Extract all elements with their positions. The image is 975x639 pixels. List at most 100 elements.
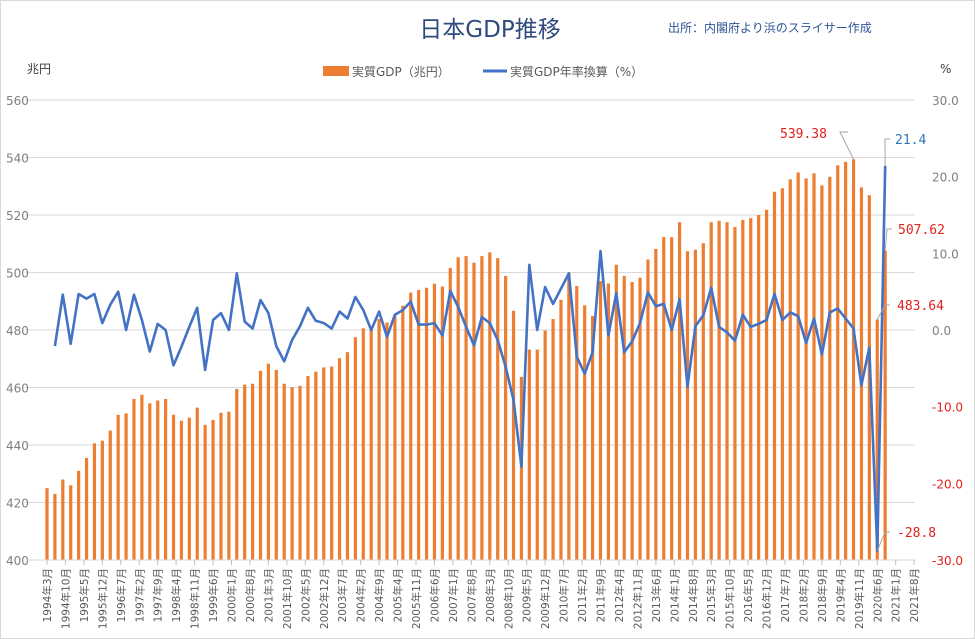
gdp-bar — [590, 315, 595, 560]
gdp-bar — [796, 172, 800, 560]
gdp-bar — [709, 222, 713, 560]
gdp-bar — [61, 479, 65, 560]
gdp-bar — [140, 394, 144, 560]
gdp-bar — [266, 363, 270, 560]
data-label-leader — [876, 531, 890, 551]
gdp-bar — [353, 337, 357, 560]
gdp-bar — [685, 251, 690, 560]
x-tick-label: 1995年12月 — [96, 568, 109, 629]
x-tick-label: 2000年1月 — [226, 568, 239, 622]
gdp-bar — [393, 315, 397, 560]
gdp-bar — [820, 185, 824, 560]
gdp-bar — [543, 330, 547, 560]
x-tick-label: 1996年7月 — [115, 568, 128, 622]
left-tick-label: 500 — [6, 267, 29, 281]
data-label-leader — [839, 131, 854, 160]
gdp-bar — [337, 358, 342, 560]
gdp-bar — [551, 319, 555, 560]
gdp-bar — [567, 272, 571, 560]
x-tick-label: 2021年8月 — [908, 568, 921, 622]
gdp-bar — [424, 287, 429, 560]
gdp-bar — [250, 383, 255, 560]
gdp-bar — [156, 400, 160, 560]
gdp-bar — [53, 493, 57, 560]
gdp-bar — [464, 256, 468, 560]
right-tick-label: 10.0 — [932, 247, 959, 261]
gdp-bar — [77, 470, 81, 560]
x-tick-label: 2017年7月 — [779, 568, 792, 622]
gdp-bar — [496, 258, 500, 560]
data-label: 483.64 — [897, 299, 944, 314]
gdp-bar — [401, 305, 405, 560]
gdp-bar — [859, 187, 864, 560]
x-tick-label: 1997年9月 — [152, 568, 165, 622]
gdp-bar — [511, 310, 516, 560]
x-tick-label: 1994年10月 — [59, 568, 72, 629]
x-tick-label: 2016年5月 — [742, 568, 755, 622]
gdp-bar — [622, 275, 626, 560]
x-axis: 1994年3月 1994年10月 1995年5月 1995年12月 1996年7月 199… — [25, 559, 921, 629]
left-tick-label: 460 — [6, 382, 29, 396]
left-tick-label: 560 — [6, 94, 29, 108]
gdp-bar — [409, 292, 413, 560]
x-tick-label: 2007年8月 — [465, 568, 478, 622]
left-axis-unit: 兆円 — [27, 62, 51, 76]
gdp-bar — [84, 457, 89, 560]
gdp-bar — [559, 299, 563, 560]
data-label-leader — [884, 228, 892, 251]
x-tick-label: 2020年6月 — [871, 568, 884, 622]
gdp-bar — [385, 322, 389, 560]
gdp-bar — [527, 349, 531, 560]
right-axis: 30.0 20.0 10.0 0.0 -10.0 -20.0 -30.0 — [932, 94, 963, 568]
x-tick-label: 2018年9月 — [816, 568, 829, 622]
gdp-bar — [472, 262, 476, 560]
x-tick-label: 2012年4月 — [613, 568, 626, 622]
gdp-bar — [69, 485, 73, 560]
gdp-bar — [733, 227, 737, 560]
gdp-bar — [812, 173, 816, 560]
gdp-bar — [480, 256, 484, 560]
gdp-bar — [219, 412, 223, 560]
source-note: 出所：内閣府より浜のスライサー作成 — [668, 20, 872, 35]
gdp-bar — [361, 328, 365, 560]
right-tick-label: -30.0 — [932, 554, 963, 568]
gdp-bar — [504, 275, 508, 560]
gdp-bar — [345, 352, 350, 560]
x-tick-label: 2005年11月 — [410, 568, 423, 629]
gdp-bars — [45, 159, 887, 561]
gdp-bar — [780, 188, 784, 560]
gdp-bar — [693, 249, 697, 560]
x-tick-label: 1998年11月 — [189, 568, 202, 629]
x-tick-label: 2001年3月 — [262, 568, 275, 622]
data-label: 539.38 — [780, 127, 827, 142]
gdp-bar — [124, 413, 128, 560]
gdp-bar — [772, 191, 777, 560]
left-tick-label: 400 — [6, 554, 29, 568]
gdp-bar — [179, 420, 184, 560]
gdp-bar — [844, 161, 848, 560]
x-tick-label: 2021年1月 — [890, 568, 903, 622]
x-tick-label: 2002年5月 — [299, 568, 312, 622]
x-tick-label: 2009年12月 — [539, 568, 552, 629]
gdp-bar — [519, 376, 524, 560]
gdp-bar — [662, 237, 666, 560]
x-tick-label: 2011年2月 — [576, 568, 589, 622]
gdp-bar — [322, 367, 326, 560]
gdp-bar — [836, 165, 840, 560]
data-label: -28.8 — [897, 526, 936, 541]
data-label: 21.4 — [895, 133, 926, 148]
gdp-bar — [314, 371, 318, 560]
right-axis-unit: % — [940, 62, 951, 76]
gdp-bar — [717, 220, 721, 560]
x-tick-label: 2008年3月 — [484, 568, 497, 622]
gdp-bar — [883, 250, 887, 560]
gdp-bar — [306, 376, 310, 560]
legend: 実質GDP（兆円） 実質GDP年率換算（%） — [323, 64, 643, 79]
left-tick-label: 480 — [6, 324, 29, 338]
x-tick-label: 2016年12月 — [761, 568, 774, 629]
x-tick-label: 2007年1月 — [447, 568, 460, 622]
gdp-bar — [456, 257, 460, 560]
growth-line — [53, 165, 887, 553]
gdp-bar — [828, 176, 832, 560]
